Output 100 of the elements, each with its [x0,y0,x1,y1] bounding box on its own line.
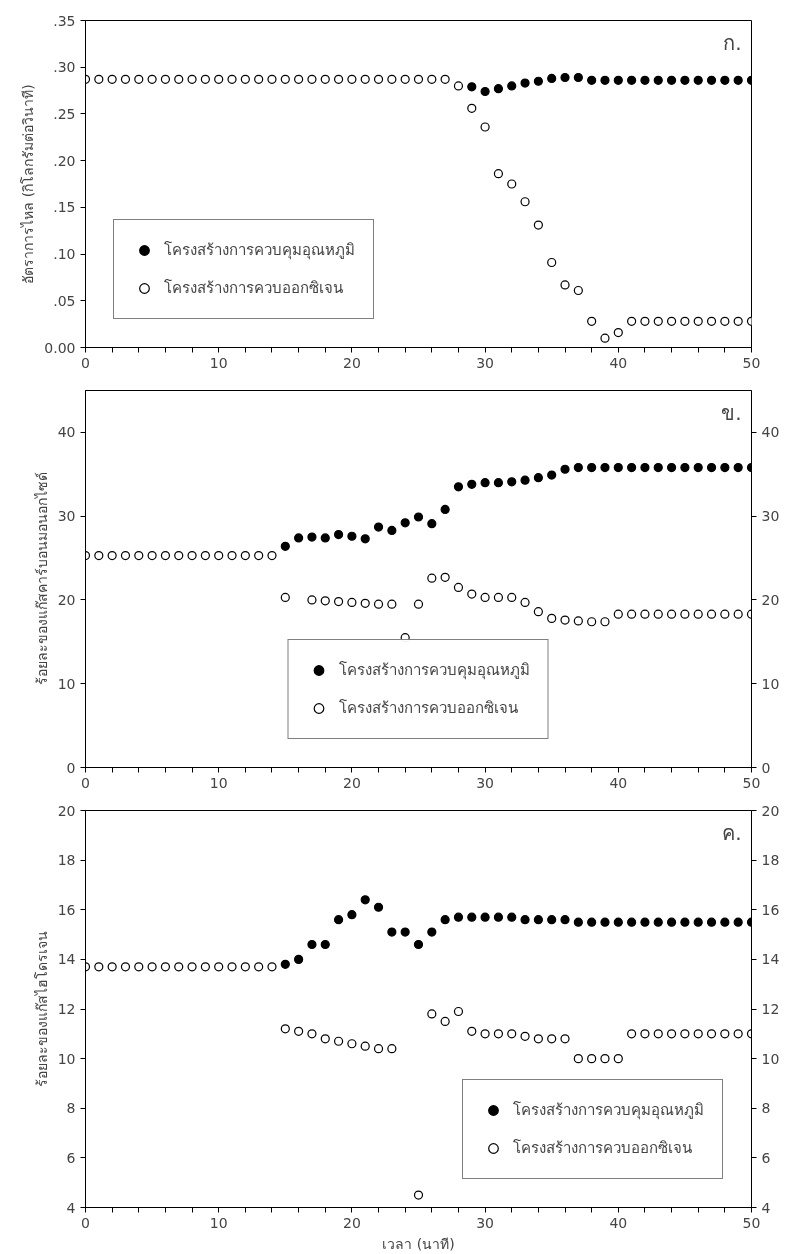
point [560,915,570,925]
x-tick-label: 0 [81,774,90,791]
point [267,962,277,972]
point [120,962,131,972]
point [453,912,464,922]
point [507,179,517,189]
point [427,573,437,583]
point [280,592,290,603]
point [134,74,144,84]
legend-label: โครงสร้างการควบคุมอุณหภูมิ [338,660,530,682]
point [547,257,557,268]
point [107,550,117,561]
x-tick-label: 30 [476,1214,495,1231]
point [507,912,517,922]
x-tick-label: 10 [209,1214,228,1231]
point [693,316,703,326]
x-tick-label: 40 [609,354,628,371]
point [653,75,663,85]
point [587,917,597,927]
point [174,74,184,84]
point [254,550,264,561]
point [333,1036,344,1046]
point [706,917,717,927]
point [507,592,517,603]
point [547,1034,557,1044]
point [360,1041,370,1051]
point [440,915,450,925]
point [587,1054,597,1064]
point [706,1029,717,1039]
point [453,582,464,592]
point [307,1029,317,1039]
point [640,316,650,326]
point [666,462,677,473]
point [507,1029,517,1039]
y-tick-label: .10 [53,246,76,263]
point [720,1029,730,1039]
point [653,609,663,619]
point [493,912,504,922]
point [547,73,557,84]
legend-label: โครงสร้างการควบออกซิเจน [338,698,518,719]
point [600,462,610,473]
point [480,478,490,488]
point [413,512,424,522]
point [134,962,144,972]
point [733,1029,743,1039]
point [640,462,650,473]
point [573,917,583,927]
point [480,1029,490,1039]
y-tick-label: .35 [53,12,76,29]
point [387,525,397,535]
point [214,962,224,972]
y-tick-label: 16 [57,901,76,918]
x-tick-label: 20 [342,354,361,371]
point [467,479,477,489]
point [613,1054,623,1064]
point [587,316,597,326]
point [107,74,117,84]
point [627,609,637,619]
point [613,462,623,473]
point [573,72,583,83]
point [147,962,157,972]
point [600,75,610,85]
point [360,534,370,544]
x-tick-label: 50 [742,1214,761,1231]
x-tick-label: 50 [742,774,761,791]
x-tick-label: 10 [209,774,228,791]
point [320,596,330,606]
point [733,75,743,85]
y-tick-label: 18 [57,852,76,869]
y2-tick-label: 14 [761,951,780,968]
point [507,477,517,487]
point [706,462,717,473]
x-tick-label: 30 [476,354,495,371]
annotation: ก. [723,30,742,55]
point [333,530,344,540]
point [693,1029,703,1039]
point [373,74,384,84]
point [480,122,490,132]
point [480,592,490,603]
point [520,915,530,925]
point [413,939,424,950]
y2-tick-label: 6 [761,1149,771,1166]
y-tick-label: 10 [57,1050,76,1067]
point [467,82,477,92]
legend-label: โครงสร้างการควบคุมอุณหภูมิ [164,240,355,262]
point [627,1029,637,1039]
y-tick-label: 20 [57,802,76,819]
point [680,609,690,619]
point [706,316,717,326]
point [733,462,743,473]
point [267,550,277,561]
point [653,462,663,473]
point [373,522,384,532]
point [680,462,690,473]
legend-label: โครงสร้างการควบออกซิเจน [513,1138,692,1159]
point [627,462,637,473]
y2-tick-label: 20 [761,802,780,819]
y2-tick-label: 8 [761,1100,771,1117]
point [693,75,703,85]
point [706,75,717,85]
